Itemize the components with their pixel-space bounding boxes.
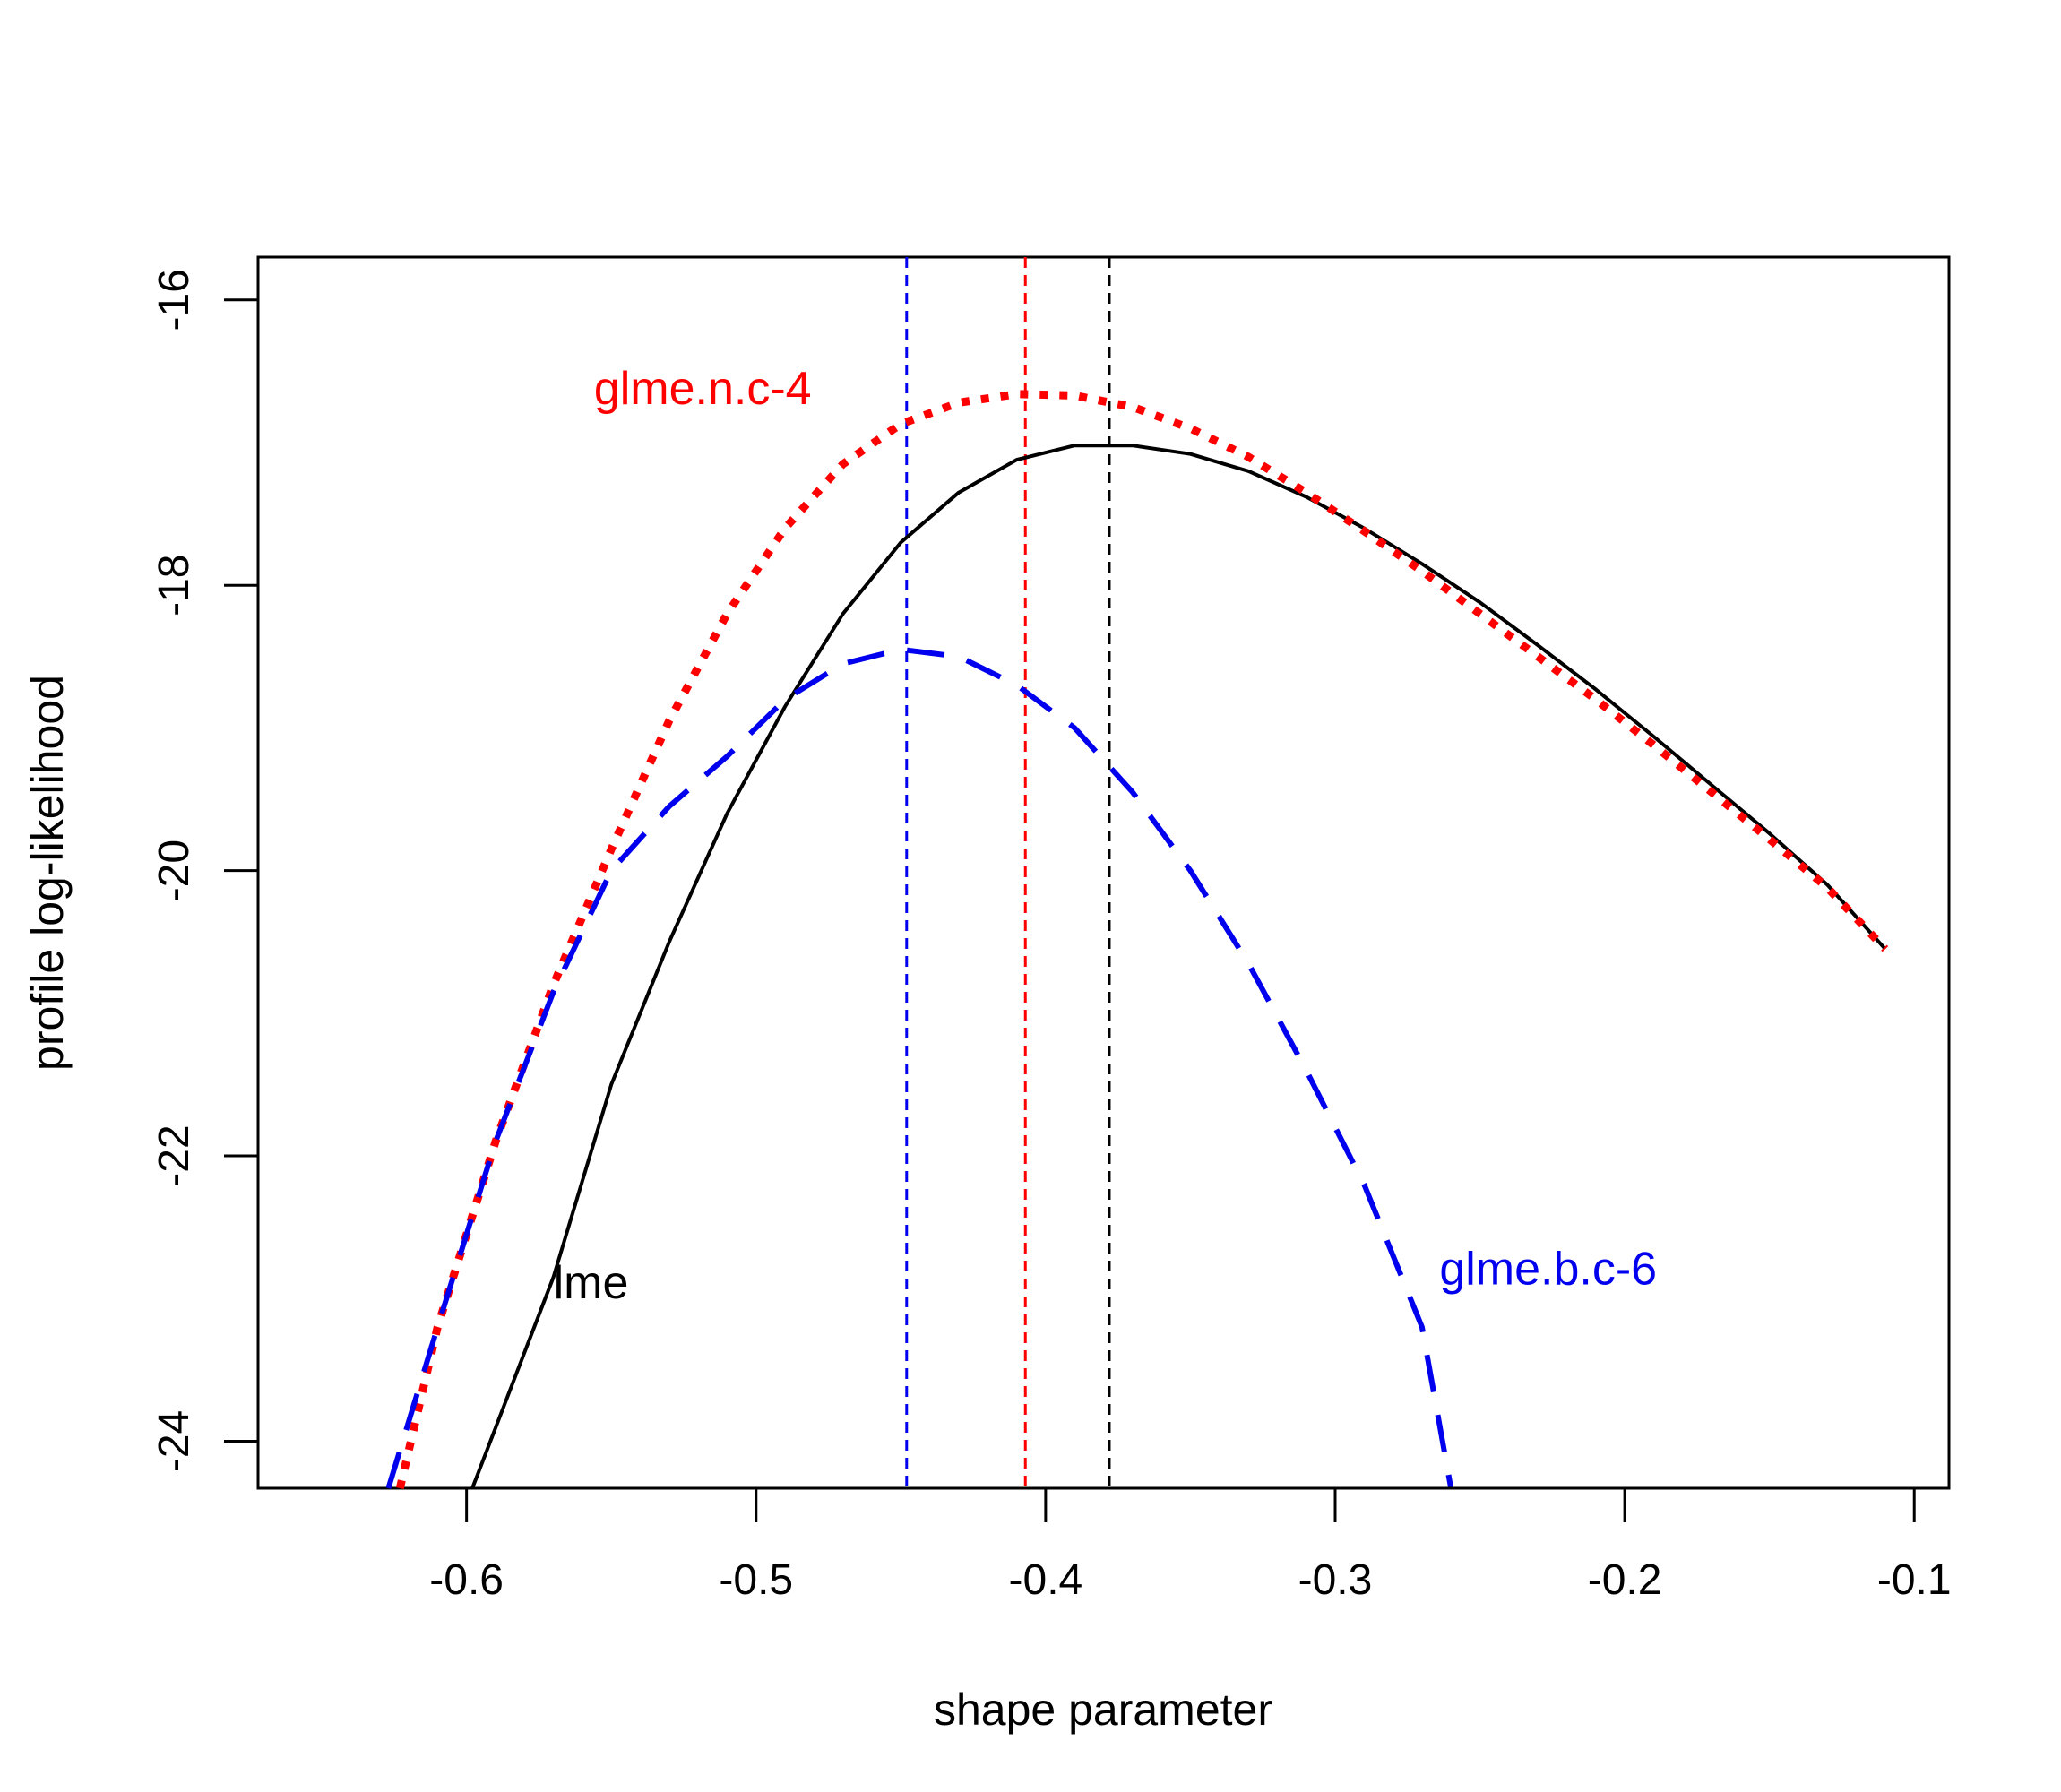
x-tick-label: -0.1 bbox=[1877, 1556, 1952, 1604]
x-tick-label: -0.4 bbox=[1009, 1556, 1083, 1604]
x-tick-label: -0.2 bbox=[1588, 1556, 1662, 1604]
series-lines bbox=[385, 390, 1889, 1490]
y-tick-label: -24 bbox=[151, 1410, 198, 1472]
y-tick-label: -22 bbox=[151, 1124, 198, 1186]
series-line-glme-n-c-4 bbox=[395, 390, 1889, 1490]
x-axis: -0.6 -0.5 -0.4 -0.3 -0.2 -0.1 bbox=[429, 1486, 1952, 1604]
annotation-glme-b-c-6: glme.b.c-6 bbox=[1439, 1243, 1657, 1295]
series-line-lme bbox=[470, 444, 1887, 1489]
y-tick-label: -16 bbox=[151, 269, 198, 331]
x-tick-label: -0.3 bbox=[1298, 1556, 1373, 1604]
x-tick-label: -0.6 bbox=[429, 1556, 504, 1604]
annotation-glme-n-c-4: glme.n.c-4 bbox=[594, 363, 812, 415]
y-tick-label: -18 bbox=[151, 555, 198, 616]
plot-frame bbox=[256, 255, 1951, 1490]
annotations: glme.n.c-4 lme glme.b.c-6 bbox=[554, 363, 1658, 1309]
y-axis-title: profile log-likelihood bbox=[22, 675, 73, 1071]
annotation-lme: lme bbox=[554, 1257, 629, 1309]
x-tick-label: -0.5 bbox=[719, 1556, 793, 1604]
x-axis-title: shape parameter bbox=[934, 1684, 1272, 1735]
y-tick-label: -20 bbox=[151, 840, 198, 901]
y-axis: -16 -18 -20 -22 -24 bbox=[151, 269, 260, 1472]
series-line-glme-b-c-6 bbox=[385, 646, 1454, 1489]
reference-lines bbox=[905, 257, 1111, 1488]
